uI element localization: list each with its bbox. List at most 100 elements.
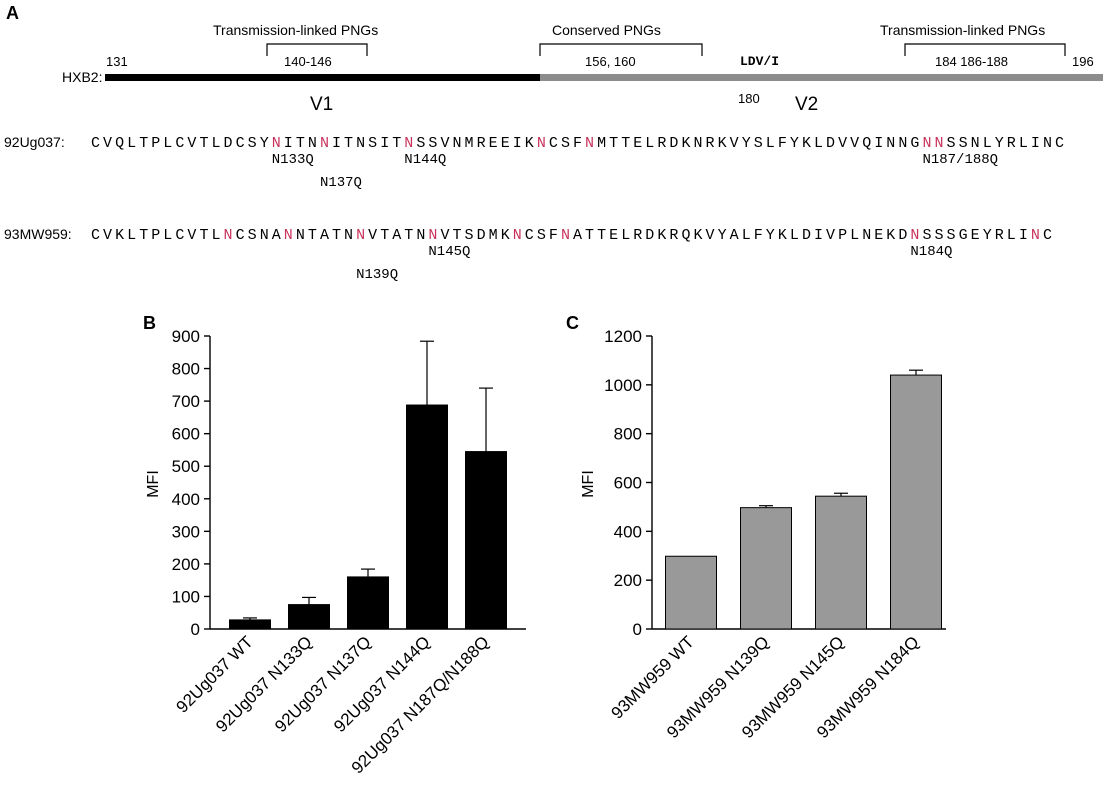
residue: V (187, 135, 196, 152)
residue: D (898, 227, 907, 244)
residue: L (212, 227, 221, 244)
seq-93mw959-label: 93MW959: (4, 226, 72, 242)
residue: N (971, 135, 980, 152)
residue: A (320, 227, 329, 244)
residue: T (296, 135, 305, 152)
residue: L (645, 135, 654, 152)
residue: V (187, 227, 196, 244)
residue: D (477, 227, 486, 244)
residue: N (260, 227, 269, 244)
glycan-site: N (1031, 227, 1040, 244)
residue: A (730, 227, 739, 244)
residue: S (537, 227, 546, 244)
glycan-site: N (356, 227, 365, 244)
y-tick-label: 200 (172, 555, 200, 574)
residue: D (669, 135, 678, 152)
glycan-site: N (272, 135, 281, 152)
panel-b-y-axis-label: MFI (145, 470, 162, 498)
panel-a-letter: A (6, 3, 19, 23)
y-tick-label: 600 (614, 474, 642, 493)
residue: N (344, 227, 353, 244)
residue: L (766, 135, 775, 152)
seq-92ug037-label: 92Ug037: (4, 134, 65, 150)
y-tick-label: 1200 (604, 327, 642, 346)
residue: D (826, 135, 835, 152)
glycan-site: N (561, 227, 570, 244)
v2-label: V2 (795, 94, 818, 115)
residue: F (549, 227, 558, 244)
residue: S (248, 227, 257, 244)
residue: V (440, 227, 449, 244)
y-tick-label: 400 (614, 522, 642, 541)
residue: E (633, 135, 642, 152)
residue: R (669, 227, 678, 244)
bracket-1-title: Transmission-linked PNGs (213, 22, 378, 38)
residue: S (947, 135, 956, 152)
bar (465, 451, 507, 630)
bar (229, 619, 271, 630)
residue: C (175, 227, 184, 244)
residue: T (199, 135, 208, 152)
residue: C (91, 227, 100, 244)
residue: V (838, 135, 847, 152)
residue: C (1055, 135, 1064, 152)
residue: Y (995, 135, 1004, 152)
residue: C (175, 135, 184, 152)
residue: G (959, 227, 968, 244)
residue: K (501, 227, 510, 244)
residue: S (416, 135, 425, 152)
residue: K (802, 135, 811, 152)
residue: T (139, 227, 148, 244)
mutation-label: N139Q (356, 267, 398, 283)
y-tick-label: 700 (172, 392, 200, 411)
glycan-site: N (935, 135, 944, 152)
panel-a: A HXB2: 131 196 180 V1 V2 LDV/I Transmis… (4, 3, 1103, 283)
residue: F (778, 135, 787, 152)
residue: A (573, 227, 582, 244)
residue: L (1019, 135, 1028, 152)
residue: M (489, 227, 498, 244)
residue: S (248, 135, 257, 152)
residue: C (236, 227, 245, 244)
residue: K (718, 135, 727, 152)
residue: I (1019, 227, 1028, 244)
ldv-motif-label: LDV/I (740, 54, 779, 69)
y-tick-label: 300 (172, 522, 200, 541)
mutation-label: N184Q (910, 244, 952, 260)
residue: Q (862, 135, 871, 152)
residue: L (163, 135, 172, 152)
residue: I (332, 135, 341, 152)
residue: L (790, 227, 799, 244)
bar (665, 555, 717, 630)
residue: K (681, 135, 690, 152)
bracket-1-range: 140-146 (284, 54, 332, 69)
residue: D (224, 135, 233, 152)
residue: T (380, 227, 389, 244)
residue: R (657, 135, 666, 152)
residue: T (585, 227, 594, 244)
residue: N (296, 227, 305, 244)
residue: S (959, 135, 968, 152)
y-tick-label: 600 (172, 425, 200, 444)
residue: T (404, 227, 413, 244)
residue: L (212, 135, 221, 152)
glycan-site: N (224, 227, 233, 244)
glycan-site: N (922, 135, 931, 152)
residue: V (706, 227, 715, 244)
residue: P (151, 227, 160, 244)
residue: R (633, 227, 642, 244)
residue: E (489, 135, 498, 152)
mutation-label: N144Q (404, 152, 446, 168)
bar (347, 576, 389, 630)
residue: K (886, 227, 895, 244)
y-tick-label: 1000 (604, 376, 642, 395)
residue: I (874, 135, 883, 152)
residue: F (754, 227, 763, 244)
residue: Y (983, 227, 992, 244)
mutation-label: N137Q (320, 175, 362, 191)
y-tick-label: 200 (614, 571, 642, 590)
